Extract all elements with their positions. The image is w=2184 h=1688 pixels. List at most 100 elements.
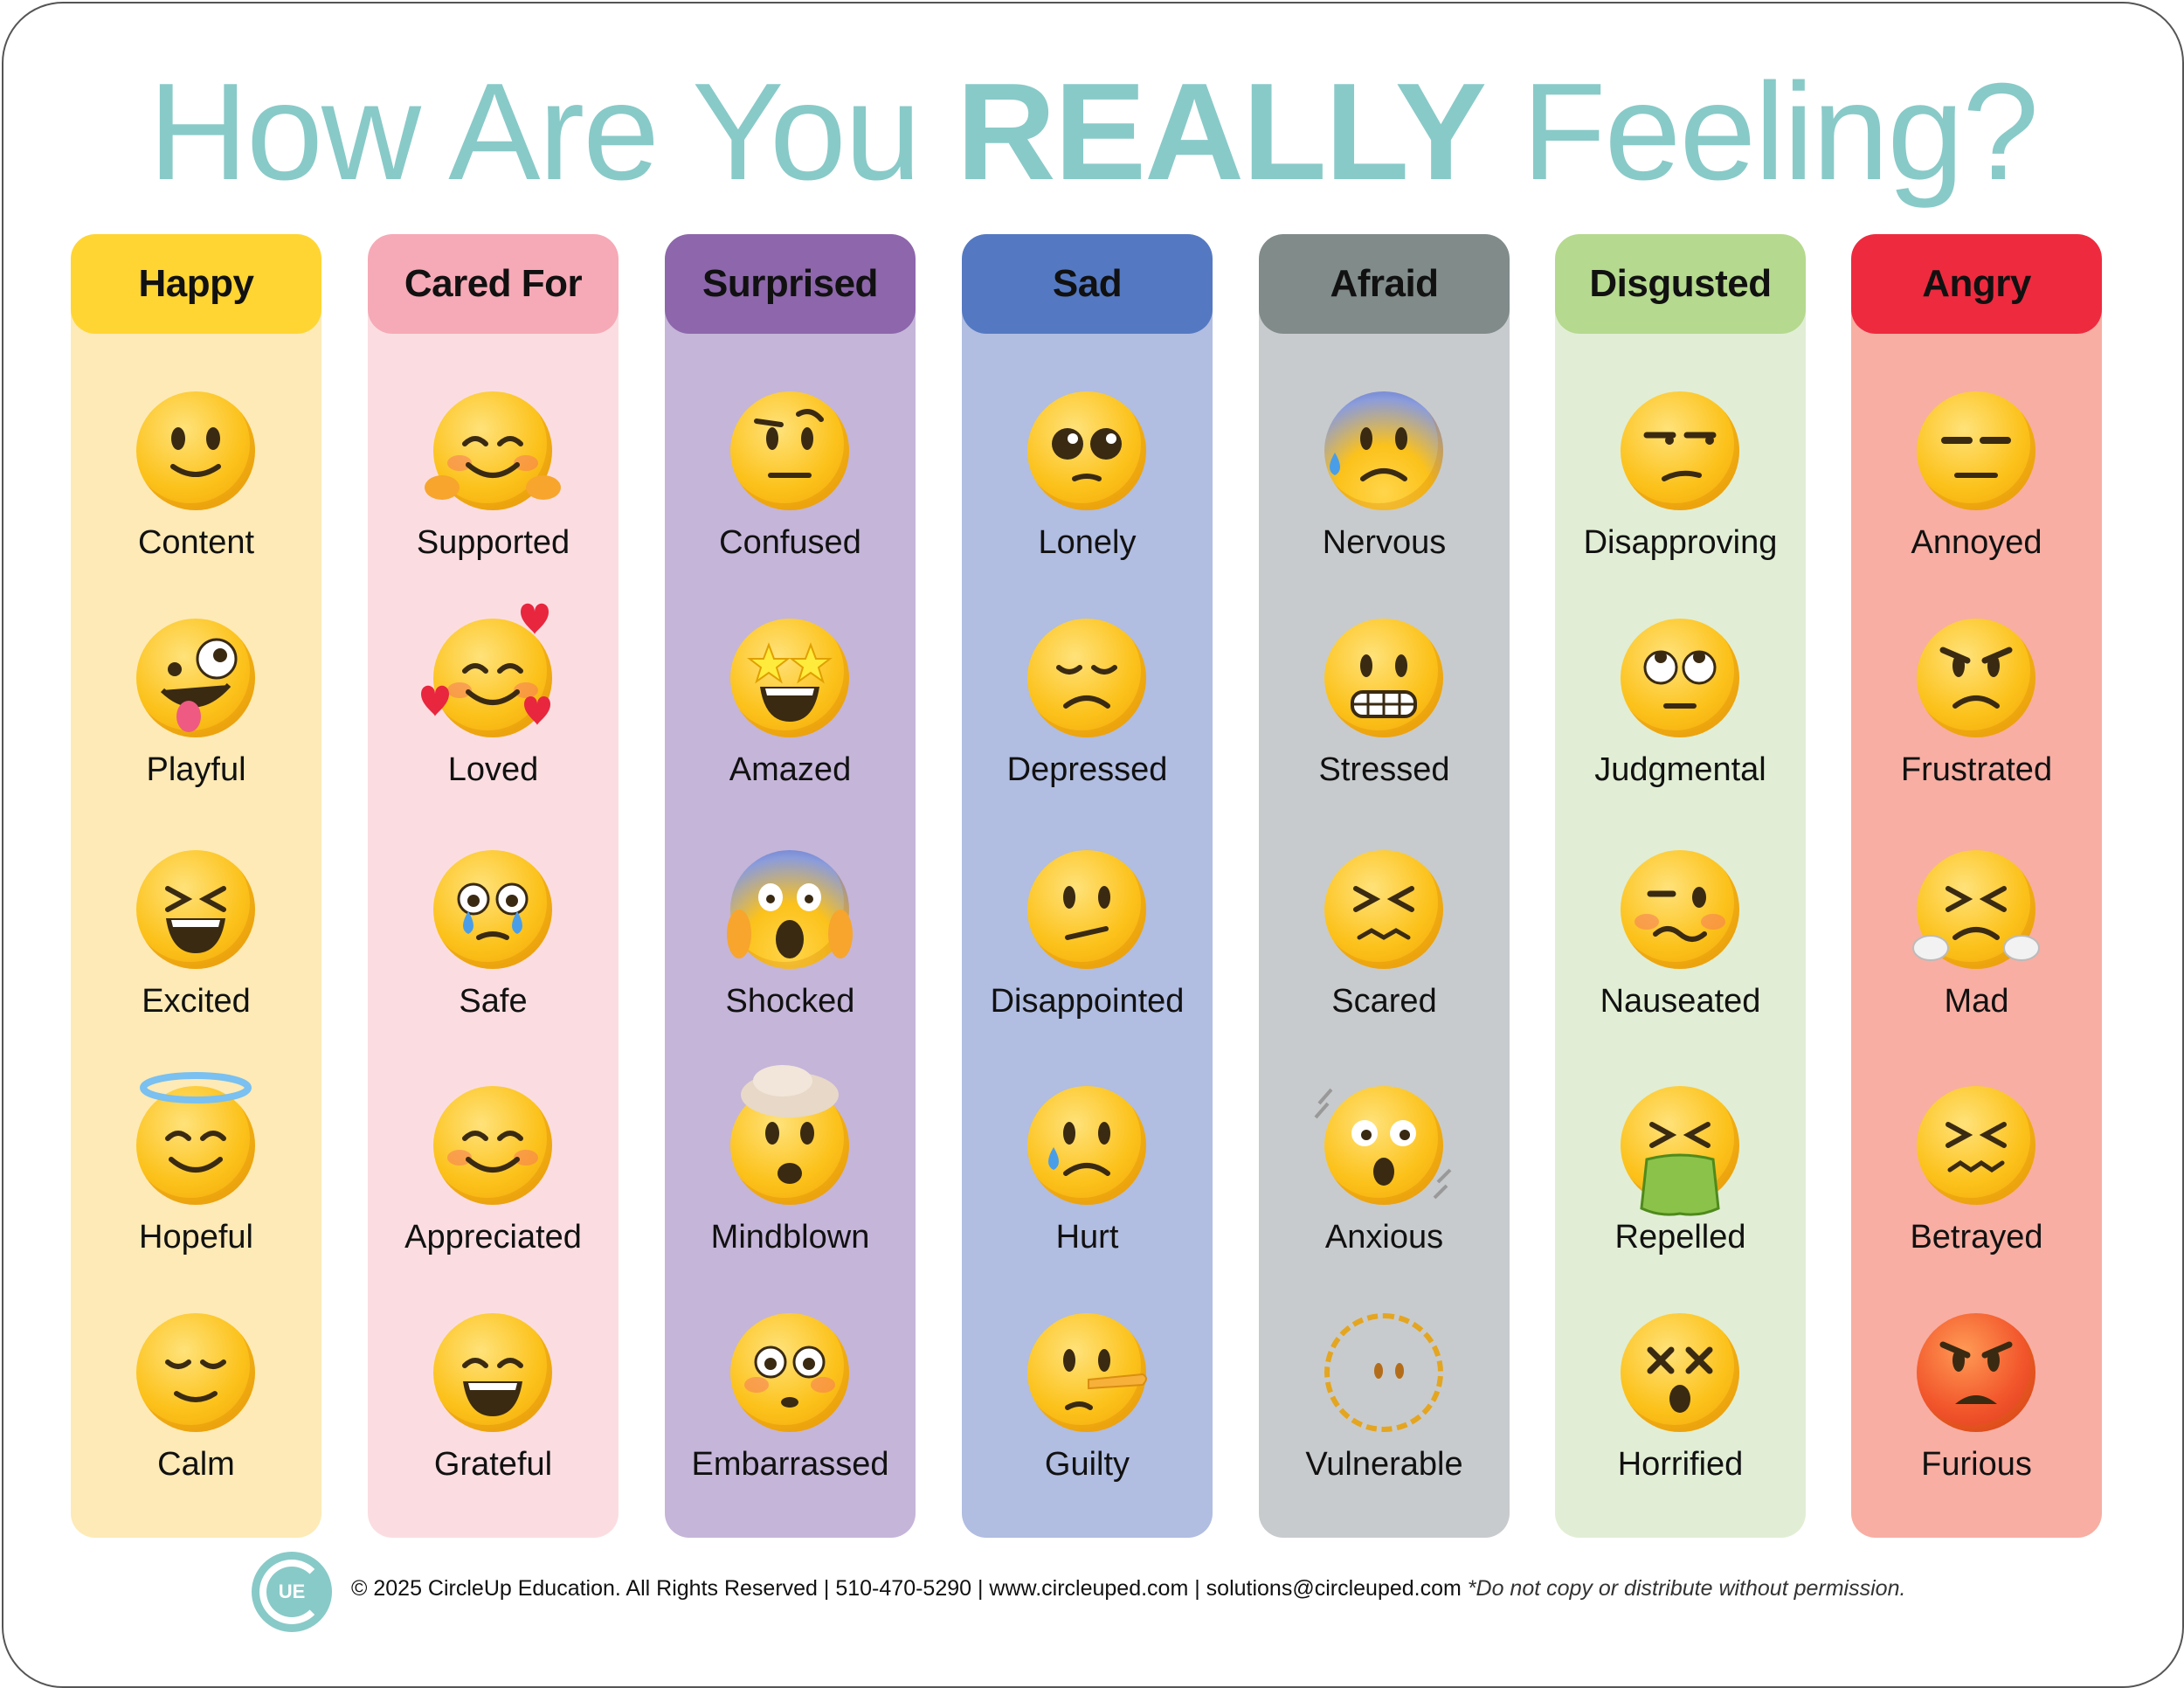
hugging-face-icon xyxy=(425,391,561,510)
emotion-label: Lonely xyxy=(1038,524,1137,561)
confounded-face-icon xyxy=(1324,850,1443,969)
emotion-label: Appreciated xyxy=(404,1219,582,1256)
emotion-item-guilty: Guilty xyxy=(962,1313,1213,1488)
exploding-head-icon xyxy=(730,1065,849,1205)
emotion-item-calm: Calm xyxy=(71,1313,321,1488)
emotion-item-grateful: Grateful xyxy=(368,1313,619,1488)
enraged-face-icon xyxy=(1917,1313,2035,1432)
column-disgusted: Disgusted Disapproving Judgmental Nauseated… xyxy=(1555,234,1806,1538)
column-header: Sad xyxy=(962,234,1213,334)
flushed-face-icon xyxy=(730,1313,849,1432)
emotion-label: Vulnerable xyxy=(1305,1446,1463,1483)
emotion-label: Playful xyxy=(146,751,246,788)
emotion-label: Furious xyxy=(1921,1446,2032,1483)
column-header: Surprised xyxy=(665,234,916,334)
column-header: Disgusted xyxy=(1555,234,1806,334)
shaking-face-icon xyxy=(1314,1086,1452,1205)
smiling-face-with-halo-icon xyxy=(136,1072,255,1205)
emotion-label: Mindblown xyxy=(710,1219,870,1256)
zany-face-icon xyxy=(136,619,255,737)
column-cared-for: Cared For Supported Loved Safe Appreciated Gr… xyxy=(368,234,619,1538)
face-holding-back-tears-icon xyxy=(433,850,552,969)
emotion-label: Stressed xyxy=(1318,751,1450,788)
emotion-item-safe: Safe xyxy=(368,850,619,1025)
dotted-line-face-icon xyxy=(1324,1313,1443,1432)
footer: UE © 2025 CircleUp Education. All Rights… xyxy=(3,1552,2182,1636)
emotion-item-lonely: Lonely xyxy=(962,391,1213,566)
title-emphasis: REALLY xyxy=(956,55,1487,209)
confused-face-icon xyxy=(1027,850,1146,969)
emotion-item-excited: Excited xyxy=(71,850,321,1025)
pleading-face-icon xyxy=(1027,391,1146,510)
emotion-item-amazed: Amazed xyxy=(665,619,916,793)
emotion-label: Nauseated xyxy=(1600,983,1761,1020)
emotion-label: Frustrated xyxy=(1900,751,2053,788)
lying-face-icon xyxy=(1027,1313,1147,1432)
emotion-item-depressed: Depressed xyxy=(962,619,1213,793)
slightly-smiling-face-icon xyxy=(136,391,255,510)
emotion-label: Guilty xyxy=(1044,1446,1130,1483)
column-angry: Angry Annoyed Frustrated Mad Betrayed Furious xyxy=(1851,234,2102,1538)
emotion-label: Betrayed xyxy=(1910,1219,2043,1256)
emotion-item-confused: Confused xyxy=(665,391,916,566)
emotion-item-disappointed: Disappointed xyxy=(962,850,1213,1025)
emotion-label: Calm xyxy=(157,1446,235,1483)
face-vomiting-icon xyxy=(1621,1086,1739,1216)
emotion-item-hopeful: Hopeful xyxy=(71,1072,321,1261)
smiling-face-with-hearts-icon xyxy=(421,603,552,737)
crying-face-icon xyxy=(1027,1086,1146,1205)
emotion-item-scared: Scared xyxy=(1259,850,1510,1025)
column-header: Angry xyxy=(1851,234,2102,334)
column-surprised: Surprised Confused Amazed Shocked Mindblown E… xyxy=(665,234,916,1538)
emotion-label: Confused xyxy=(719,524,861,561)
copyright-line: © 2025 CircleUp Education. All Rights Re… xyxy=(351,1576,1905,1602)
emotion-item-anxious: Anxious xyxy=(1259,1086,1510,1261)
column-header: Cared For xyxy=(368,234,619,334)
pensive-face-icon xyxy=(1027,619,1146,737)
expressionless-face-icon xyxy=(1917,391,2035,510)
emotion-item-appreciated: Appreciated xyxy=(368,1086,619,1261)
emotion-item-annoyed: Annoyed xyxy=(1851,391,2102,566)
face-with-raised-eyebrow-icon xyxy=(730,391,849,510)
page-title: How Are You REALLY Feeling? xyxy=(3,58,2182,206)
emotion-item-loved: Loved xyxy=(368,603,619,793)
emotion-label: Hopeful xyxy=(139,1219,253,1256)
emotion-label: Loved xyxy=(447,751,539,788)
emotion-label: Grateful xyxy=(433,1446,553,1483)
face-with-rolling-eyes-icon xyxy=(1621,619,1739,737)
emotion-label: Shocked xyxy=(725,983,855,1020)
knocked-out-face-icon xyxy=(1621,1313,1739,1432)
title-part-1: How Are You xyxy=(148,55,957,209)
persevering-face-icon xyxy=(1917,1086,2035,1205)
emotion-label: Anxious xyxy=(1324,1219,1444,1256)
emotion-item-nervous: Nervous xyxy=(1259,391,1510,566)
beaming-face-icon xyxy=(433,1313,552,1432)
circleup-logo-icon: UE xyxy=(252,1552,332,1632)
emotion-item-mad: Mad xyxy=(1851,850,2102,1025)
emotion-label: Content xyxy=(137,524,255,561)
emotion-item-embarrassed: Embarrassed xyxy=(665,1313,916,1488)
column-afraid: Afraid Nervous Stressed Scared Anxious Vulner… xyxy=(1259,234,1510,1538)
emotion-item-stressed: Stressed xyxy=(1259,619,1510,793)
column-sad: Sad Lonely Depressed Disappointed Hurt Guilty xyxy=(962,234,1213,1538)
logo-ring: UE xyxy=(259,1560,324,1624)
emotion-label: Disappointed xyxy=(990,983,1185,1020)
emotion-item-hurt: Hurt xyxy=(962,1086,1213,1261)
grimacing-face-icon xyxy=(1324,619,1443,737)
emotion-item-horrified: Horrified xyxy=(1555,1313,1806,1488)
emotion-label: Embarrassed xyxy=(691,1446,889,1483)
copyright-text: © 2025 CircleUp Education. All Rights Re… xyxy=(351,1576,1462,1601)
grinning-squinting-face-icon xyxy=(136,850,255,969)
emotion-item-mindblown: Mindblown xyxy=(665,1065,916,1261)
emotion-item-repelled: Repelled xyxy=(1555,1086,1806,1261)
anxious-face-with-sweat-icon xyxy=(1324,391,1443,510)
emotion-item-vulnerable: Vulnerable xyxy=(1259,1313,1510,1488)
emotion-label: Supported xyxy=(416,524,570,561)
emotion-item-playful: Playful xyxy=(71,619,321,793)
column-header: Happy xyxy=(71,234,321,334)
emotion-label: Excited xyxy=(142,983,251,1020)
emotion-label: Depressed xyxy=(1006,751,1168,788)
unamused-face-icon xyxy=(1621,391,1739,510)
emotion-item-nauseated: Nauseated xyxy=(1555,850,1806,1025)
